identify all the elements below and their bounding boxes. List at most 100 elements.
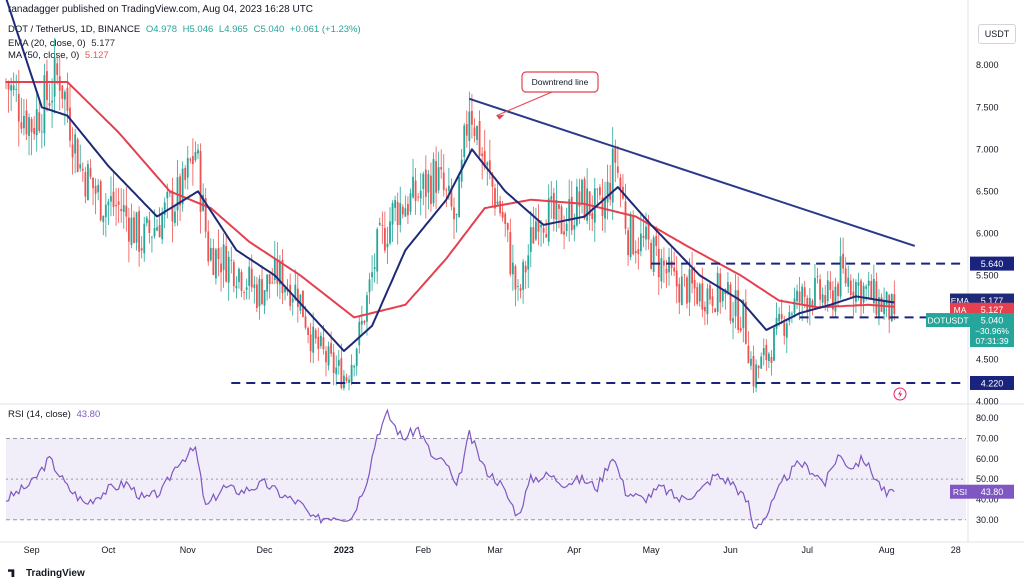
candle-body xyxy=(885,291,888,305)
candle xyxy=(686,275,688,309)
tradingview-logo-icon xyxy=(8,569,15,578)
candle-body xyxy=(647,224,650,240)
candle-body xyxy=(181,168,184,205)
candle-body xyxy=(414,180,417,201)
candle xyxy=(35,89,38,152)
candle xyxy=(81,162,84,182)
candle xyxy=(744,289,747,345)
candle xyxy=(476,125,478,146)
currency-button[interactable]: USDT xyxy=(978,24,1016,44)
candle-body xyxy=(89,168,92,177)
candle xyxy=(92,177,94,206)
candle-body xyxy=(591,212,594,219)
candle xyxy=(709,281,711,305)
candle xyxy=(204,188,207,239)
candle xyxy=(419,173,422,216)
candle xyxy=(650,239,653,270)
candle xyxy=(317,327,320,361)
candle-body xyxy=(386,243,389,248)
ema-legend[interactable]: EMA (20, close, 0) 5.177 xyxy=(8,38,115,50)
symbol-legend[interactable]: DOT / TetherUS, 1D, BINANCE O4.978 H5.04… xyxy=(8,24,361,36)
candle xyxy=(604,181,606,233)
candle xyxy=(639,214,642,257)
tradingview-logo[interactable]: TradingView xyxy=(8,568,85,579)
candle xyxy=(506,222,509,243)
candle-body xyxy=(412,176,414,198)
candle xyxy=(801,283,804,322)
candle xyxy=(670,246,673,276)
candle xyxy=(360,305,363,334)
price-tick-label: 5.500 xyxy=(976,270,999,280)
candle xyxy=(696,282,699,306)
candle xyxy=(353,364,356,377)
candle-body xyxy=(770,357,773,363)
rsi-tick-label: 80.00 xyxy=(976,413,999,423)
candle xyxy=(483,130,486,170)
candle-body xyxy=(92,177,94,189)
candle-body xyxy=(673,267,676,272)
candle xyxy=(376,227,379,285)
candle-body xyxy=(816,276,819,278)
candle xyxy=(227,251,230,301)
candle-body xyxy=(550,196,553,200)
ma-legend[interactable]: MA (50, close, 0) 5.127 xyxy=(8,50,109,62)
rsi-legend[interactable]: RSI (14, close) 43.80 xyxy=(8,409,100,421)
candle-body xyxy=(358,321,361,346)
candle-body xyxy=(527,255,530,270)
candle xyxy=(222,233,225,288)
candle-body xyxy=(791,313,793,315)
candle-body xyxy=(855,282,857,302)
candle xyxy=(217,229,220,277)
candle xyxy=(389,207,391,246)
candle-body xyxy=(752,355,755,387)
candle-body xyxy=(33,127,36,135)
candle-body xyxy=(780,314,783,319)
candle-body xyxy=(353,365,356,368)
candle-body xyxy=(279,262,281,285)
candle xyxy=(637,237,640,270)
candle-body xyxy=(732,318,734,323)
candle-body xyxy=(545,234,548,238)
candle-body xyxy=(355,348,358,366)
candle-body xyxy=(588,191,591,216)
candle-body xyxy=(716,272,719,312)
rsi-tag-name-box xyxy=(950,484,970,499)
candle xyxy=(261,265,263,306)
candle-body xyxy=(222,244,225,271)
candle-body xyxy=(51,100,53,103)
candle xyxy=(527,244,530,288)
candle-body xyxy=(348,379,350,384)
candle-body xyxy=(686,277,688,304)
candle-body xyxy=(627,230,629,256)
candle-body xyxy=(680,276,683,306)
candles xyxy=(5,37,896,393)
candle xyxy=(302,290,304,318)
candle xyxy=(742,299,745,343)
candle xyxy=(104,193,107,237)
candle xyxy=(796,284,798,310)
time-tick-label: Nov xyxy=(180,545,197,555)
candle xyxy=(291,294,294,316)
candle-body xyxy=(104,204,107,218)
candle xyxy=(570,181,573,235)
rsi-tag-value: 43.80 xyxy=(981,487,1004,497)
candle xyxy=(688,258,691,316)
candle xyxy=(701,267,704,318)
level-tag xyxy=(970,375,1014,390)
candle-body xyxy=(773,327,775,361)
candle-body xyxy=(115,205,117,207)
ema-legend-value: 5.177 xyxy=(91,38,116,49)
time-tick-label: Jun xyxy=(723,545,738,555)
last-price-name-box xyxy=(926,313,970,328)
candle xyxy=(767,351,770,369)
candle xyxy=(578,178,581,225)
candle-body xyxy=(61,85,64,99)
time-tick-label: 28 xyxy=(951,545,961,555)
candle xyxy=(127,207,130,263)
downtrend-line xyxy=(469,97,916,247)
candle-body xyxy=(639,233,642,252)
candle xyxy=(135,211,138,251)
candle-body xyxy=(511,262,514,275)
candle-body xyxy=(389,221,391,244)
